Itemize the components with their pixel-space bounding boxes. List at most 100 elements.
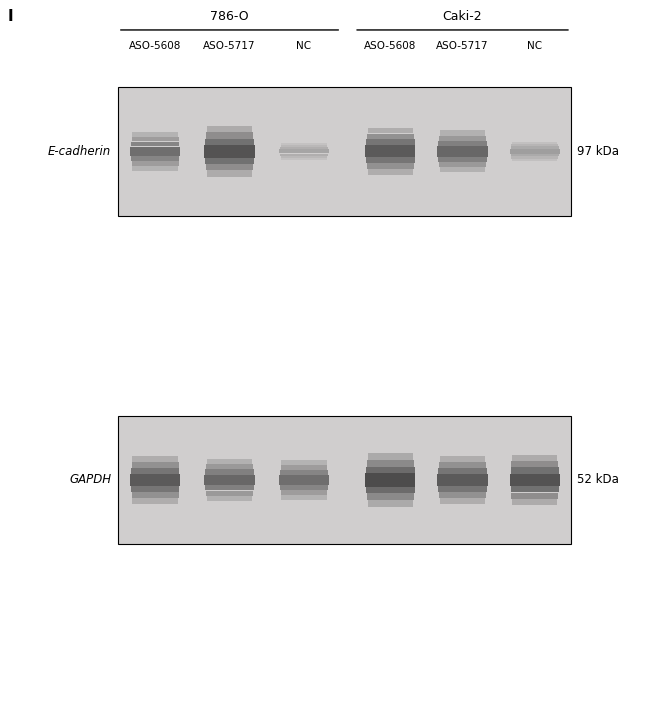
Bar [205, 480, 255, 485]
Bar [512, 141, 558, 144]
Bar [279, 480, 329, 485]
Bar [130, 480, 180, 486]
Bar [276, 97, 332, 206]
Text: ASO-5717: ASO-5717 [203, 42, 256, 52]
Bar [131, 156, 179, 161]
Bar [367, 163, 413, 169]
Bar [510, 149, 560, 151]
Bar [281, 158, 326, 160]
Bar [281, 143, 326, 145]
Bar [365, 473, 415, 480]
Text: NC: NC [527, 42, 542, 52]
Bar [205, 139, 254, 145]
Bar [118, 416, 571, 544]
Bar [366, 158, 415, 163]
Bar [368, 500, 413, 506]
Bar [368, 453, 413, 460]
Text: 97 kDa: 97 kDa [577, 145, 619, 158]
Bar [130, 151, 180, 156]
Bar [362, 97, 419, 206]
Bar [127, 425, 183, 535]
Bar [281, 490, 328, 495]
Bar [510, 474, 560, 480]
Bar [512, 461, 558, 467]
Bar [281, 156, 328, 158]
Bar [133, 456, 177, 462]
Bar [437, 474, 488, 480]
Text: Caki-2: Caki-2 [443, 10, 482, 23]
Text: I: I [8, 9, 14, 24]
Bar [130, 146, 180, 151]
Bar [440, 167, 485, 172]
Bar [280, 470, 328, 475]
Bar [205, 151, 255, 158]
Bar [438, 468, 487, 474]
Bar [366, 467, 415, 473]
Bar [207, 495, 252, 501]
Bar [438, 157, 487, 162]
Bar [512, 493, 558, 499]
Bar [439, 162, 486, 167]
Bar [133, 166, 177, 171]
Bar [368, 169, 413, 175]
Bar [512, 455, 558, 461]
Bar [205, 470, 254, 475]
Bar [206, 464, 253, 470]
Bar [205, 158, 254, 164]
Bar [281, 495, 326, 500]
Bar [279, 475, 329, 480]
Bar [281, 465, 328, 470]
Bar [366, 487, 415, 493]
Bar [437, 480, 488, 486]
Bar [207, 459, 252, 464]
Bar [280, 147, 328, 149]
Bar [206, 164, 253, 170]
Bar [281, 145, 328, 147]
Bar [132, 161, 179, 166]
Bar [510, 154, 559, 156]
Bar [206, 133, 253, 138]
Bar [367, 133, 413, 139]
Bar [510, 486, 559, 493]
Bar [438, 486, 487, 492]
Bar [512, 144, 558, 146]
Bar [132, 462, 179, 468]
Bar [512, 499, 558, 505]
Bar [368, 128, 413, 133]
Bar [130, 474, 180, 480]
Bar [366, 140, 415, 146]
Bar [131, 486, 179, 492]
Bar [202, 425, 258, 535]
Bar [434, 97, 491, 206]
Bar [276, 425, 332, 535]
Bar [133, 132, 177, 136]
Bar [207, 126, 252, 133]
Bar [281, 460, 326, 465]
Bar [506, 425, 563, 535]
Bar [131, 141, 179, 146]
Bar [438, 141, 487, 146]
Bar [205, 475, 255, 480]
Bar [506, 97, 563, 206]
Bar [365, 480, 415, 487]
Bar [440, 498, 485, 504]
Bar [131, 468, 179, 474]
Bar [510, 151, 560, 154]
Bar [206, 490, 253, 495]
Bar [362, 425, 419, 535]
Bar [132, 137, 179, 141]
Bar [205, 145, 255, 151]
Bar [279, 151, 329, 153]
Bar [439, 492, 486, 498]
Bar [439, 462, 486, 468]
Text: ASO-5608: ASO-5608 [364, 42, 417, 52]
Bar [132, 492, 179, 498]
Bar [367, 493, 413, 500]
Bar [365, 146, 415, 151]
Bar [367, 460, 413, 467]
Text: 52 kDa: 52 kDa [577, 473, 619, 486]
Bar [280, 153, 328, 156]
Text: E-cadherin: E-cadherin [48, 145, 111, 158]
Bar [512, 156, 558, 158]
Bar [437, 151, 488, 156]
